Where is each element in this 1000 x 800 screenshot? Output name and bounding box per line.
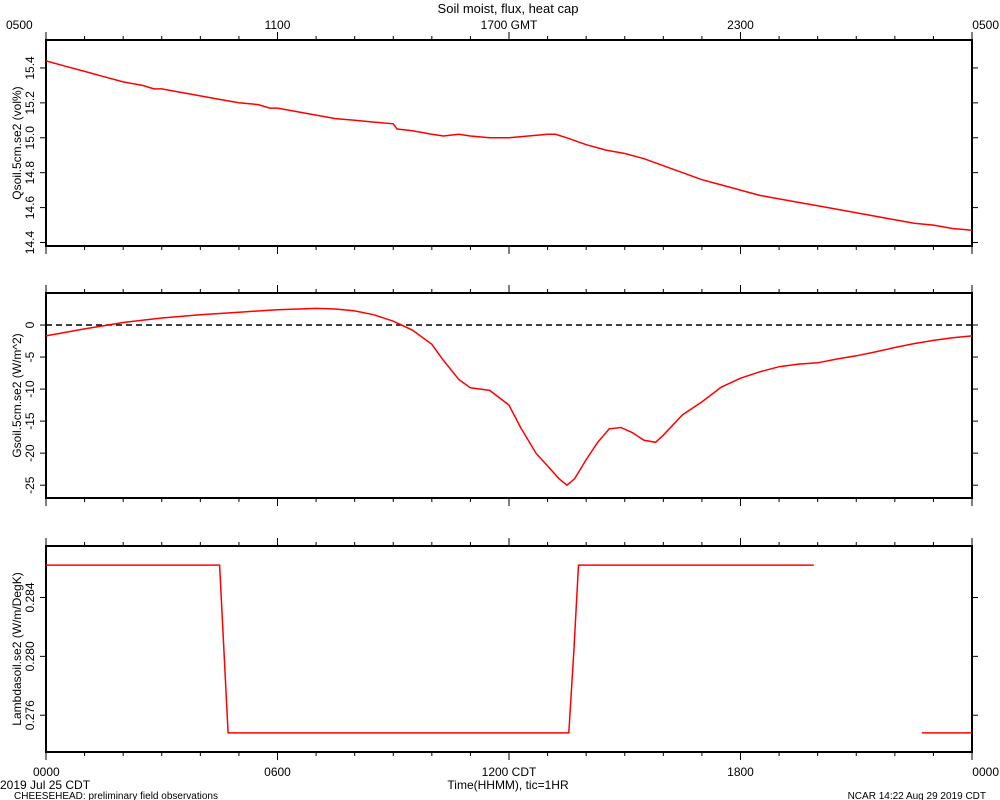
panel-frame — [45, 39, 973, 247]
bottom-tick-label: 1800 — [727, 765, 754, 779]
panel-2: -25 -20 -15 -10 -5 0 Gsoil.5cm.se2 (W/m^2) — [10, 285, 978, 506]
y-tick-label: -15 — [23, 412, 37, 430]
project-label: CHEESEHEAD: preliminary field observatio… — [14, 791, 218, 800]
y-tick-label: 14.4 — [23, 231, 37, 255]
y-axis-label: Gsoil.5cm.se2 (W/m^2) — [10, 333, 24, 457]
y-tick-label: 0.284 — [23, 582, 37, 612]
y-axis-label: Qsoil.5cm.se2 (vol%) — [10, 86, 24, 199]
y-tick-label: -25 — [23, 476, 37, 494]
top-time-axis: 0500 1100 1700 GMT 2300 0500 — [6, 18, 999, 32]
top-tick-label: 1700 GMT — [481, 18, 538, 32]
y-tick-label: 15.0 — [23, 126, 37, 150]
series-line-2-1 — [45, 307, 973, 487]
panel-frame — [45, 545, 973, 753]
bottom-tick-label: 0600 — [264, 765, 291, 779]
y-tick-label: -5 — [23, 351, 37, 362]
y-tick-label: -10 — [23, 380, 37, 398]
bottom-time-axis: 0000 0600 1200 CDT 1800 0000 — [33, 765, 999, 779]
chart-panels: 14.4 14.6 14.8 15.0 15.2 15.4 Qsoil.5cm.se2 (v… — [10, 32, 978, 760]
chart-title: Soil moist, flux, heat cap — [438, 1, 579, 16]
x-axis-label: Time(HHMM), tic=1HR — [447, 778, 569, 792]
date-label: 2019 Jul 25 CDT — [0, 778, 91, 792]
top-tick-label: 2300 — [727, 18, 754, 32]
y-axis-label: Lambdasoil.se2 (W/m/DegK) — [10, 572, 24, 725]
panel-1: 14.4 14.6 14.8 15.0 15.2 15.4 Qsoil.5cm.se2 (v… — [10, 32, 978, 254]
series-line-3-1 — [46, 564, 814, 734]
y-tick-label: 0 — [23, 321, 37, 328]
y-tick-label: 15.4 — [23, 56, 37, 80]
panel-frame — [45, 292, 973, 499]
y-tick-label: 15.2 — [23, 91, 37, 115]
y-tick-label: 14.6 — [23, 196, 37, 220]
bottom-tick-label: 0000 — [33, 765, 60, 779]
top-tick-label: 0500 — [6, 18, 33, 32]
top-tick-label: 0500 — [972, 18, 999, 32]
series-line-1-1 — [45, 60, 973, 232]
credit-label: NCAR 14:22 Aug 29 2019 CDT — [848, 791, 986, 800]
bottom-tick-label: 0000 — [972, 765, 999, 779]
y-tick-label: 14.8 — [23, 161, 37, 185]
top-tick-label: 1100 — [265, 18, 291, 32]
y-tick-label: -20 — [23, 444, 37, 462]
bottom-tick-label: 1200 CDT — [482, 765, 537, 779]
y-tick-label: 0.276 — [23, 700, 37, 730]
y-tick-label: 0.280 — [23, 641, 37, 671]
